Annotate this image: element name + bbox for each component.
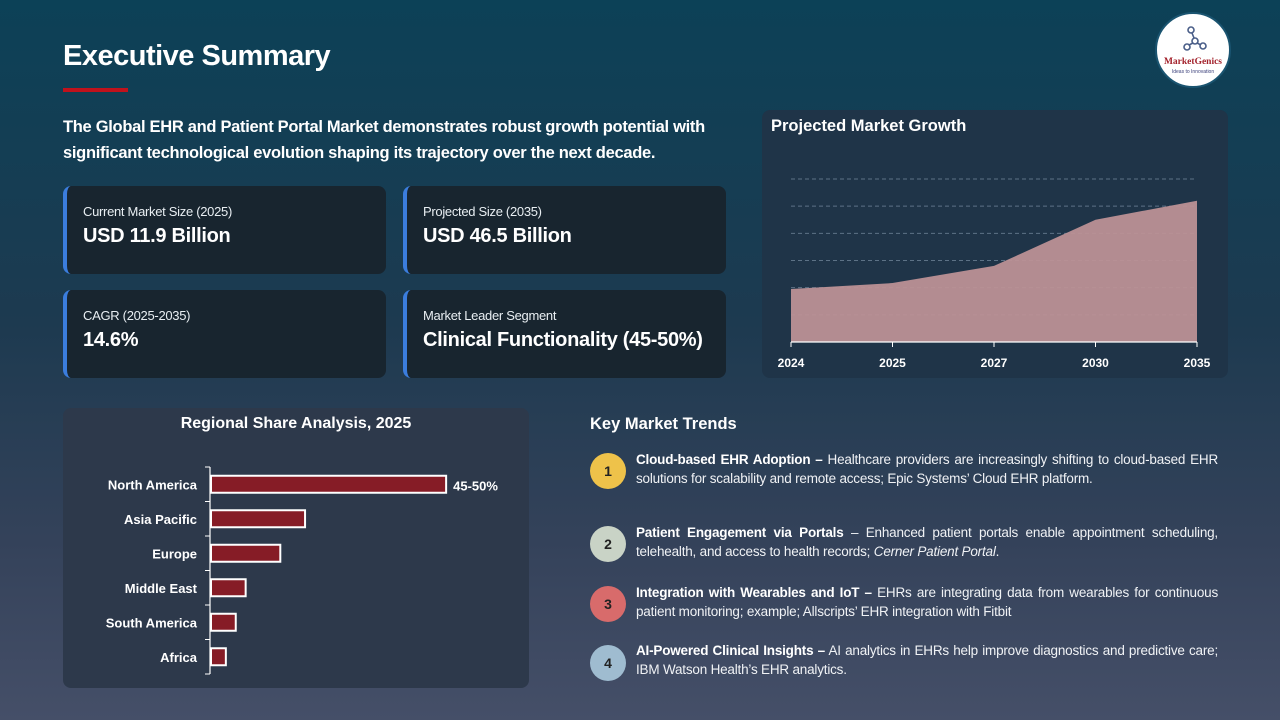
kpi-label: Projected Size (2035) <box>423 204 542 219</box>
bar <box>210 474 448 494</box>
category-label: Middle East <box>125 581 198 596</box>
trend-example: Cerner Patient Portal <box>873 544 996 559</box>
trends-title: Key Market Trends <box>590 415 737 433</box>
trend-item: 1 Cloud-based EHR Adoption – Healthcare p… <box>588 450 1218 489</box>
category-label: Africa <box>160 650 198 665</box>
kpi-market-leader-segment: Market Leader Segment Clinical Functiona… <box>403 290 726 378</box>
x-tick-label: 2035 <box>1184 356 1211 370</box>
kpi-label: Current Market Size (2025) <box>83 204 232 219</box>
kpi-current-market-size: Current Market Size (2025) USD 11.9 Bill… <box>63 186 386 274</box>
bar <box>210 509 307 529</box>
kpi-label: Market Leader Segment <box>423 308 557 323</box>
marketgenics-logo: MarketGenics Ideas to Innovation <box>1155 12 1231 88</box>
trend-text: Patient Engagement via Portals – Enhance… <box>636 523 1218 561</box>
x-tick-label: 2027 <box>981 356 1008 370</box>
trend-item: 4 AI-Powered Clinical Insights – AI analy… <box>588 641 1218 681</box>
area-series <box>791 200 1197 342</box>
kpi-cagr: CAGR (2025-2035) 14.6% <box>63 290 386 378</box>
projected-growth-chart: 2024 2025 2027 2030 2035 Projected Market Gr… <box>762 110 1228 378</box>
regional-share-chart: North America 45-50% Asia Pacific Europe Mid… <box>63 408 529 688</box>
data-label: 45-50% <box>453 478 498 493</box>
title-underline <box>63 88 128 92</box>
x-tick-label: 2025 <box>879 356 906 370</box>
trend-text: Cloud-based EHR Adoption – Healthcare pr… <box>636 450 1218 488</box>
trend-text: Integration with Wearables and IoT – EHR… <box>636 583 1218 621</box>
trend-number-badge: 2 <box>590 526 626 562</box>
logo-tagline: Ideas to Innovation <box>1171 69 1215 75</box>
kpi-value: Clinical Functionality (45-50%) <box>423 329 703 351</box>
trend-description: – Enhanced patient portals enable appoin… <box>636 525 1218 559</box>
category-label: Europe <box>152 546 197 561</box>
trend-description: AI analytics in EHRs help improve diagno… <box>636 643 1218 677</box>
kpi-projected-size: Projected Size (2035) USD 46.5 Billion <box>403 186 726 274</box>
trend-number-badge: 3 <box>590 586 626 622</box>
category-label: South America <box>106 615 198 630</box>
trend-tail: . <box>995 544 1000 559</box>
chart-title: Projected Market Growth <box>771 117 967 135</box>
kpi-value: USD 11.9 Billion <box>83 225 231 247</box>
trend-text: AI-Powered Clinical Insights – AI analyt… <box>636 641 1218 679</box>
bar <box>210 647 227 667</box>
bar <box>210 612 237 632</box>
category-label: North America <box>108 477 198 492</box>
x-tick-label: 2024 <box>778 356 805 370</box>
category-label: Asia Pacific <box>124 512 197 527</box>
x-tick-label: 2030 <box>1082 356 1109 370</box>
trend-item: 3 Integration with Wearables and IoT – EH… <box>588 583 1218 622</box>
area-chart-svg: 2024 2025 2027 2030 2035 <box>778 178 1211 370</box>
trend-description: EHRs are integrating data from wearables… <box>636 585 1218 619</box>
trend-title: Integration with Wearables and IoT – <box>636 585 872 600</box>
bar-chart-svg: North America 45-50% Asia Pacific Europe Mid… <box>106 466 498 675</box>
network-icon <box>1183 26 1207 51</box>
bar <box>210 543 282 563</box>
trend-item: 2 Patient Engagement via Portals – Enhanc… <box>588 523 1218 562</box>
chart-title: Regional Share Analysis, 2025 <box>180 415 412 432</box>
kpi-value: 14.6% <box>83 329 139 351</box>
page-title: Executive Summary <box>63 40 331 72</box>
trend-number-badge: 1 <box>590 453 626 489</box>
trend-title: Cloud-based EHR Adoption – <box>636 452 823 467</box>
trend-title: AI-Powered Clinical Insights – <box>636 643 825 658</box>
trend-title: Patient Engagement via Portals <box>636 525 844 540</box>
trend-description: Healthcare providers are increasingly sh… <box>636 452 1218 486</box>
trend-number-badge: 4 <box>590 645 626 681</box>
kpi-value: USD 46.5 Billion <box>423 225 572 247</box>
intro-text: The Global EHR and Patient Portal Market… <box>63 118 705 162</box>
logo-name: MarketGenics <box>1163 57 1223 67</box>
kpi-label: CAGR (2025-2035) <box>83 308 191 323</box>
bar <box>210 578 247 598</box>
